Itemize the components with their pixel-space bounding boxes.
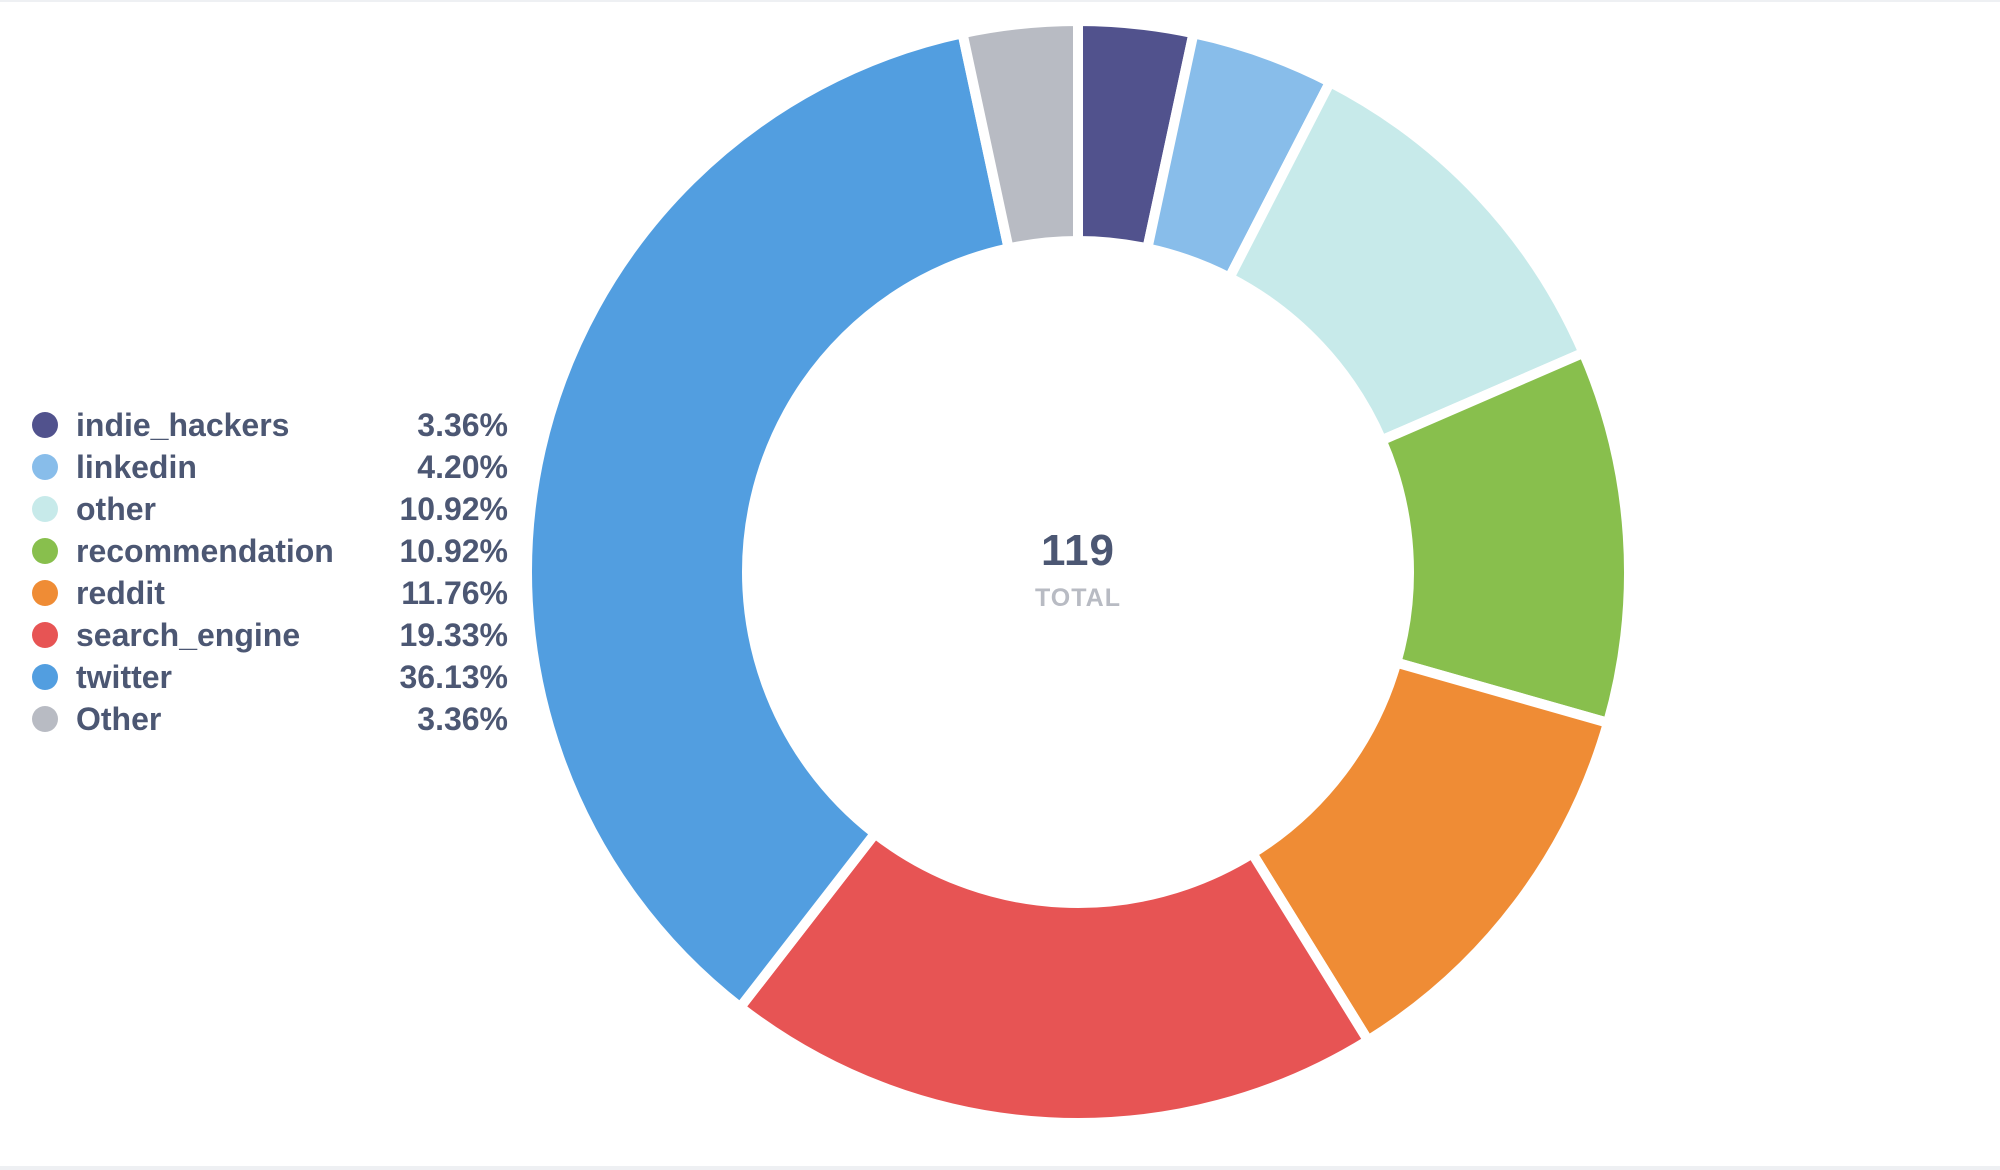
legend-swatch	[32, 454, 58, 480]
legend-percent: 10.92%	[399, 533, 508, 569]
legend-item-reddit[interactable]: reddit 11.76%	[32, 572, 508, 614]
legend-percent: 4.20%	[417, 449, 508, 485]
legend-swatch	[32, 412, 58, 438]
legend-label: other	[76, 490, 156, 527]
chart-legend: indie_hackers 3.36% linkedin 4.20% other…	[32, 404, 508, 740]
legend-label: indie_hackers	[76, 406, 290, 443]
legend-item-twitter[interactable]: twitter 36.13%	[32, 656, 508, 698]
legend-swatch	[32, 496, 58, 522]
donut-slice-other[interactable]	[1222, 75, 1591, 447]
legend-swatch	[32, 622, 58, 648]
donut-slice-recommendation[interactable]	[1375, 346, 1635, 729]
legend-swatch	[32, 706, 58, 732]
legend-percent: 3.36%	[417, 407, 508, 443]
bottom-divider	[0, 1166, 2000, 1170]
legend-item-search-engine[interactable]: search_engine 19.33%	[32, 614, 508, 656]
legend-percent: 10.92%	[399, 491, 508, 527]
legend-swatch	[32, 538, 58, 564]
legend-label: recommendation	[76, 532, 334, 569]
legend-swatch	[32, 580, 58, 606]
donut-slice-twitter[interactable]	[522, 27, 1015, 1015]
donut-slice-search-engine[interactable]	[733, 826, 1375, 1128]
legend-percent: 36.13%	[399, 659, 508, 695]
legend-swatch	[32, 664, 58, 690]
legend-percent: 3.36%	[417, 701, 508, 737]
donut-slice-other[interactable]	[956, 15, 1083, 255]
legend-item-other-grouped[interactable]: Other 3.36%	[32, 698, 508, 740]
legend-label: search_engine	[76, 616, 301, 653]
donut-total-label: TOTAL	[1034, 584, 1121, 612]
legend-item-recommendation[interactable]: recommendation 10.92%	[32, 530, 508, 572]
legend-label: Other	[76, 700, 162, 737]
legend-item-other[interactable]: other 10.92%	[32, 488, 508, 530]
donut-total-value: 119	[1041, 526, 1115, 575]
legend-item-linkedin[interactable]: linkedin 4.20%	[32, 446, 508, 488]
legend-label: twitter	[76, 658, 172, 695]
legend-item-indie-hackers[interactable]: indie_hackers 3.36%	[32, 404, 508, 446]
legend-label: linkedin	[76, 448, 197, 485]
top-divider	[0, 0, 2000, 2]
legend-percent: 19.33%	[399, 617, 508, 653]
legend-label: reddit	[76, 574, 165, 611]
legend-percent: 11.76%	[401, 575, 508, 611]
